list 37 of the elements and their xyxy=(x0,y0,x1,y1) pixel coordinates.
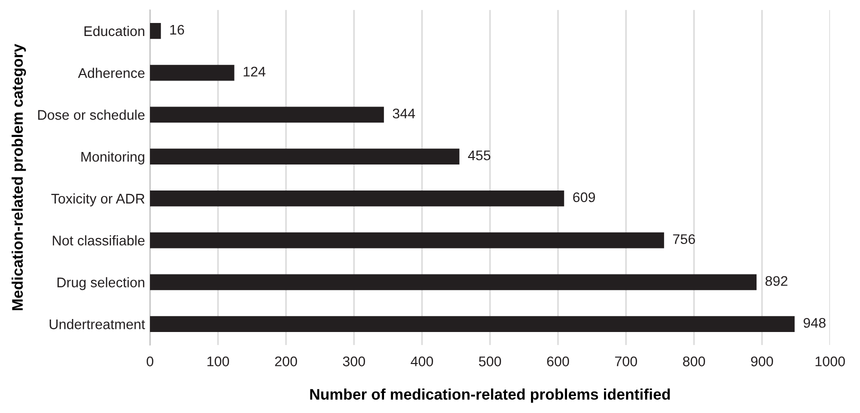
data-label: 455 xyxy=(468,150,490,160)
y-tick-label: Drug selection xyxy=(58,277,144,290)
bar xyxy=(150,316,795,332)
bar xyxy=(150,148,460,165)
y-tick-label: Dose or schedule xyxy=(38,110,145,120)
bar xyxy=(150,274,757,290)
data-label: 756 xyxy=(673,234,695,244)
y-tick-label: Monitoring xyxy=(81,152,144,164)
y-tick-label: Undertreatment xyxy=(50,319,146,330)
data-label: 16 xyxy=(170,24,184,35)
data-label: 609 xyxy=(573,192,595,202)
x-tick-label: 300 xyxy=(342,356,366,366)
x-tick-label: 100 xyxy=(207,356,230,366)
x-tick-label: 700 xyxy=(615,356,638,366)
x-axis-title: Number of medication-related problems identified xyxy=(310,388,670,403)
y-tick-label: Toxicity or ADR xyxy=(51,193,144,206)
x-tick-label: 200 xyxy=(275,356,298,366)
bar xyxy=(150,106,384,123)
x-tick-label: 400 xyxy=(410,356,434,366)
y-tick-label: Not classifiable xyxy=(52,235,145,246)
data-label: 124 xyxy=(244,66,266,76)
y-tick-label: Adherence xyxy=(78,68,145,78)
y-axis-title: Medication-related problem category xyxy=(12,44,26,310)
bar xyxy=(150,22,161,39)
data-label: 344 xyxy=(392,108,416,118)
x-tick-label: 900 xyxy=(751,356,774,366)
x-tick-label: 600 xyxy=(547,356,570,366)
y-tick-label: Education xyxy=(84,26,144,36)
x-tick-label: 800 xyxy=(683,356,706,366)
x-tick-label: 0 xyxy=(146,356,154,366)
data-label: 948 xyxy=(804,318,826,328)
bar xyxy=(150,232,664,248)
bar xyxy=(150,190,564,206)
data-label: 892 xyxy=(765,276,788,286)
bar xyxy=(150,64,234,81)
x-tick-label: 500 xyxy=(478,356,502,366)
x-tick-label: 1000 xyxy=(816,356,845,366)
